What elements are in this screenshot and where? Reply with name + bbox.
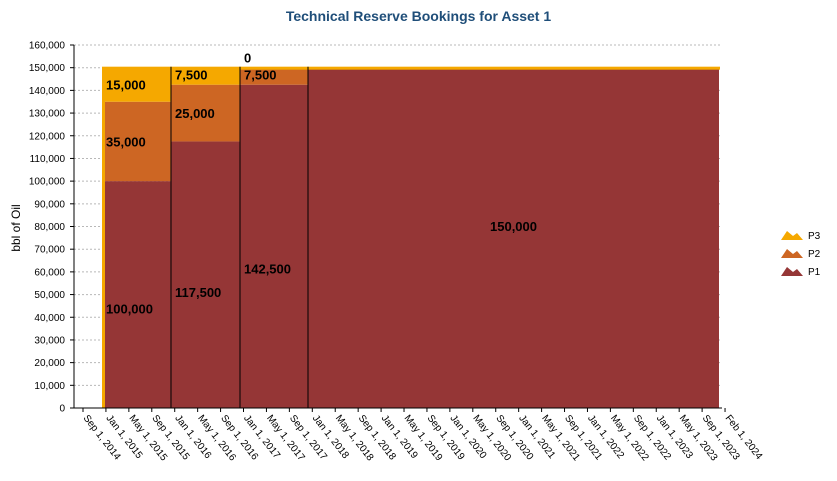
area-p1-segment	[308, 67, 719, 408]
data-label-p2: 35,000	[106, 134, 146, 149]
data-label-p3: 15,000	[106, 78, 146, 93]
y-axis-label: bbl of Oil	[9, 204, 23, 251]
area-p2-segment	[240, 67, 308, 85]
y-tick-label: 50,000	[34, 290, 65, 301]
data-label-p1: 150,000	[490, 219, 537, 234]
area-p3-segment	[102, 67, 171, 102]
data-label-p1: 100,000	[106, 301, 153, 316]
data-label-p2: 7,500	[244, 68, 277, 83]
y-tick-label: 140,000	[29, 86, 66, 97]
area-p3-top-edge	[102, 66, 720, 70]
legend-marker-p3	[781, 231, 803, 240]
legend-item-p3: P3	[781, 231, 821, 242]
y-tick-label: 20,000	[34, 358, 65, 369]
legend-item-p1: P1	[781, 267, 821, 278]
area-p1-segment	[171, 141, 240, 408]
data-label-p3: 7,500	[175, 68, 208, 83]
y-tick-label: 160,000	[29, 41, 66, 52]
area-p3-left-edge	[102, 67, 105, 408]
legend-label-p3: P3	[808, 231, 821, 242]
y-tick-label: 10,000	[34, 381, 65, 392]
data-label-p1: 117,500	[175, 285, 221, 300]
y-tick-label: 30,000	[34, 335, 65, 346]
area-p1-segment	[102, 181, 171, 408]
y-tick-label: 60,000	[34, 267, 65, 278]
area-layer	[102, 66, 720, 408]
y-tick-label: 40,000	[34, 313, 65, 324]
label-layer: 15,000 35,000 100,000 7,500 25,000 117,500 0 7,…	[106, 51, 537, 317]
legend-label-p2: P2	[808, 249, 821, 260]
y-tick-label: 110,000	[30, 154, 66, 165]
y-tick-label: 120,000	[29, 131, 66, 142]
y-tick-label: 0	[59, 404, 65, 415]
area-p1-segment	[240, 84, 308, 408]
chart-title: Technical Reserve Bookings for Asset 1	[285, 8, 552, 24]
y-tick-label: 100,000	[29, 177, 66, 188]
legend-marker-p2	[781, 249, 803, 258]
data-label-p2: 25,000	[175, 106, 215, 121]
data-label-p1: 142,500	[244, 261, 291, 276]
legend-label-p1: P1	[808, 267, 821, 278]
y-tick-label: 130,000	[29, 109, 66, 120]
area-p3-segment	[171, 67, 240, 85]
y-tick-label: 90,000	[34, 199, 65, 210]
area-p2-segment	[102, 101, 171, 182]
area-p2-segment	[171, 84, 240, 142]
y-tick-label: 150,000	[29, 63, 66, 74]
legend: P3 P2 P1	[781, 231, 821, 278]
legend-marker-p1	[781, 267, 803, 276]
legend-item-p2: P2	[781, 249, 821, 260]
y-tick-label: 80,000	[34, 222, 65, 233]
data-label-p3: 0	[244, 51, 251, 66]
y-tick-label: 70,000	[34, 245, 65, 256]
